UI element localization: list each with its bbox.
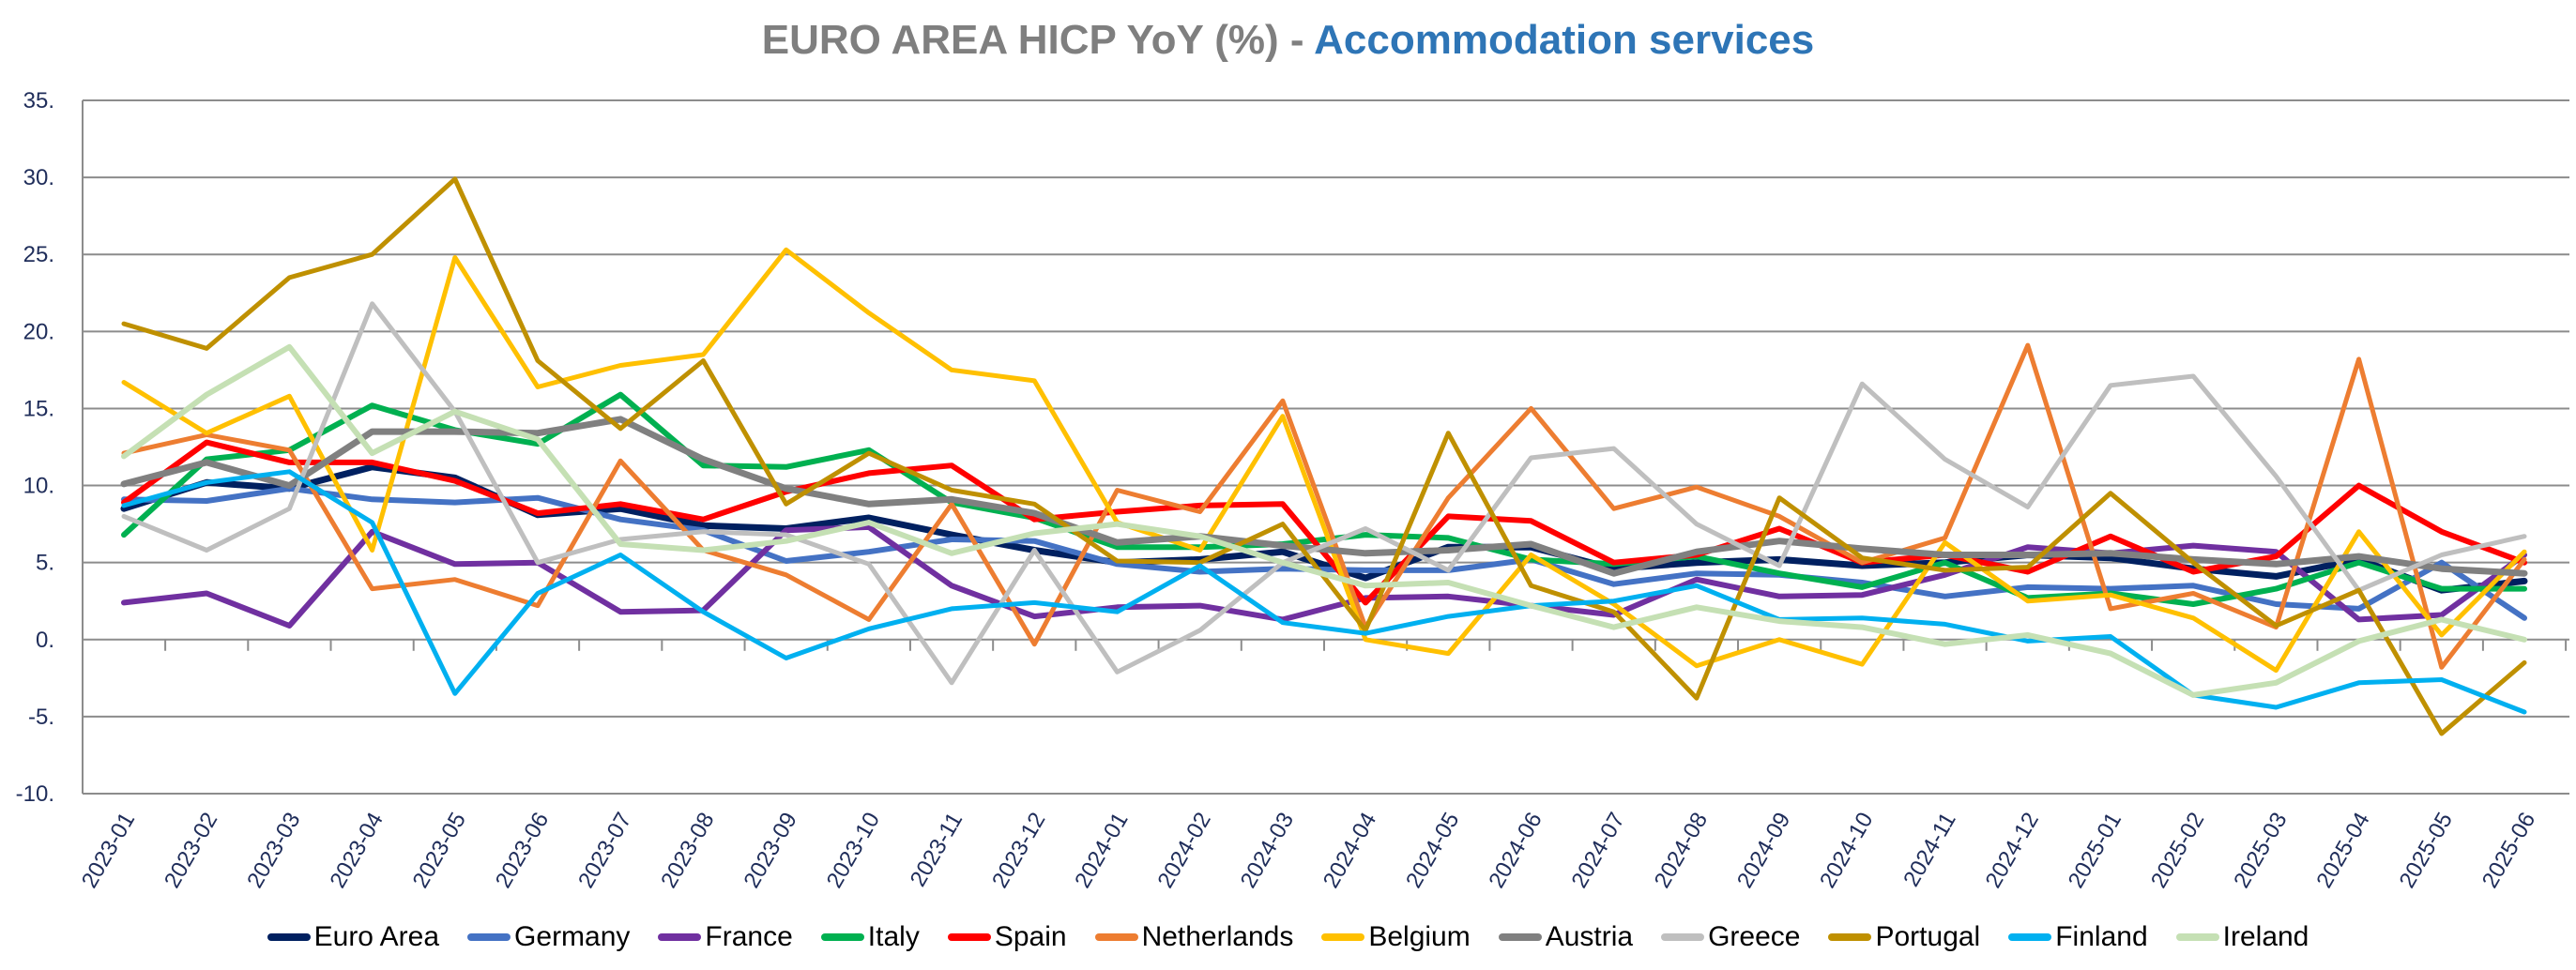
x-tick-label: 2023-08 bbox=[656, 809, 719, 893]
x-tick-label: 2025-03 bbox=[2229, 809, 2292, 893]
x-tick-label: 2024-05 bbox=[1401, 809, 1464, 893]
chart-title-main: EURO AREA HICP YoY (%) bbox=[761, 17, 1279, 63]
x-tick-label: 2023-07 bbox=[573, 809, 636, 893]
legend-item-finland: Finland bbox=[2008, 921, 2148, 953]
legend-swatch bbox=[658, 933, 702, 941]
legend-item-france: France bbox=[658, 921, 793, 953]
legend-swatch bbox=[1321, 933, 1365, 941]
x-tick-label: 2023-10 bbox=[822, 809, 885, 893]
x-tick-label: 2024-09 bbox=[1732, 809, 1795, 893]
series-line-ireland bbox=[121, 343, 2527, 698]
x-tick-label: 2024-12 bbox=[1981, 809, 2044, 893]
legend-swatch bbox=[1094, 933, 1138, 941]
legend-label: Portugal bbox=[1875, 921, 1981, 952]
x-tick-label: 2025-05 bbox=[2395, 809, 2458, 893]
y-tick-label: 25. bbox=[23, 242, 54, 267]
x-tick-label: 2025-06 bbox=[2477, 809, 2540, 893]
legend-swatch bbox=[820, 933, 864, 941]
y-tick-label: 20. bbox=[23, 319, 54, 344]
series-line-spain bbox=[121, 439, 2527, 606]
x-tick-label: 2024-04 bbox=[1318, 809, 1381, 893]
legend-item-belgium: Belgium bbox=[1321, 921, 1471, 953]
legend-item-italy: Italy bbox=[820, 921, 920, 953]
chart-title-separator: - bbox=[1278, 17, 1315, 63]
series-line-finland bbox=[121, 469, 2527, 715]
chart-title-subject: Accommodation services bbox=[1314, 17, 1815, 63]
legend-label: Finland bbox=[2055, 921, 2148, 952]
legend-label: Euro Area bbox=[313, 921, 440, 952]
x-tick-label: 2024-03 bbox=[1236, 809, 1299, 893]
legend-swatch bbox=[947, 933, 991, 941]
x-tick-label: 2023-02 bbox=[160, 809, 222, 893]
legend-item-portugal: Portugal bbox=[1828, 921, 1980, 953]
legend-swatch bbox=[267, 933, 311, 941]
x-tick-label: 2025-02 bbox=[2146, 809, 2209, 893]
legend-item-spain: Spain bbox=[947, 921, 1067, 953]
series-lines bbox=[120, 176, 2528, 736]
legend-item-ireland: Ireland bbox=[2175, 921, 2309, 953]
legend-item-netherlands: Netherlands bbox=[1094, 921, 1294, 953]
x-tick-label: 2024-02 bbox=[1152, 809, 1215, 893]
y-tick-label: -5. bbox=[28, 705, 54, 730]
legend-label: Germany bbox=[514, 921, 631, 952]
legend: Euro Area Germany France Italy Spain Netherla… bbox=[0, 921, 2576, 953]
legend-label: Italy bbox=[867, 921, 920, 952]
legend-item-greece: Greece bbox=[1661, 921, 1800, 953]
legend-swatch bbox=[2008, 933, 2052, 941]
legend-item-austria: Austria bbox=[1498, 921, 1634, 953]
legend-label: Ireland bbox=[2222, 921, 2309, 952]
y-tick-label: 5. bbox=[36, 551, 54, 576]
series-line-portugal bbox=[121, 176, 2527, 736]
x-tick-label: 2024-11 bbox=[1898, 809, 1961, 891]
series-line-germany bbox=[121, 485, 2527, 621]
x-tick-label: 2024-01 bbox=[1070, 809, 1133, 893]
x-tick-label: 2023-09 bbox=[739, 809, 801, 893]
legend-swatch bbox=[1498, 933, 1542, 941]
legend-item-germany: Germany bbox=[467, 921, 630, 953]
legend-label: Netherlands bbox=[1141, 921, 1294, 952]
y-tick-label: 30. bbox=[23, 165, 54, 190]
x-tick-label: 2024-10 bbox=[1815, 808, 1878, 892]
x-tick-label: 2023-12 bbox=[987, 809, 1050, 893]
legend-swatch bbox=[2175, 933, 2219, 941]
y-tick-label: 0. bbox=[36, 628, 54, 653]
x-tick-label: 2024-08 bbox=[1650, 809, 1713, 893]
y-tick-label: -10. bbox=[16, 781, 54, 807]
x-tick-label: 2023-03 bbox=[242, 809, 305, 893]
x-tick-label: 2025-01 bbox=[2064, 809, 2126, 893]
chart-title: EURO AREA HICP YoY (%) - Accommodation s… bbox=[0, 17, 2576, 64]
y-tick-label: 15. bbox=[23, 396, 54, 421]
legend-label: Spain bbox=[994, 921, 1067, 952]
legend-item-euro-area: Euro Area bbox=[267, 921, 439, 953]
x-tick-label: 2023-06 bbox=[491, 809, 554, 893]
x-tick-label: 2023-01 bbox=[77, 809, 140, 893]
x-axis-ticks: 2023-01 2023-02 2023-03 2023-04 2023-05 2023-… bbox=[77, 808, 2540, 892]
legend-label: Greece bbox=[1708, 921, 1801, 952]
x-tick-label: 2024-06 bbox=[1484, 809, 1547, 893]
legend-swatch bbox=[1828, 933, 1872, 941]
legend-label: Austria bbox=[1545, 921, 1634, 952]
series-line-italy bbox=[121, 391, 2527, 607]
x-tick-label: 2025-04 bbox=[2311, 809, 2374, 893]
x-tick-label: 2023-04 bbox=[325, 809, 388, 893]
series-line-greece bbox=[121, 301, 2527, 686]
legend-label: France bbox=[705, 921, 793, 952]
x-tick-label: 2023-05 bbox=[408, 809, 471, 893]
x-tick-label: 2024-07 bbox=[1566, 809, 1629, 893]
legend-swatch bbox=[467, 933, 511, 941]
x-tick-label: 2023-11 bbox=[906, 809, 968, 891]
y-tick-label: 35. bbox=[23, 88, 54, 114]
y-tick-label: 10. bbox=[23, 474, 54, 499]
legend-swatch bbox=[1661, 933, 1705, 941]
series-line-netherlands bbox=[121, 342, 2527, 670]
series-line-belgium bbox=[121, 247, 2527, 674]
y-axis-ticks: 35. 30. 25. 20. 15. 10. 5. 0. -5. -10. bbox=[16, 88, 54, 807]
legend-label: Belgium bbox=[1368, 921, 1471, 952]
